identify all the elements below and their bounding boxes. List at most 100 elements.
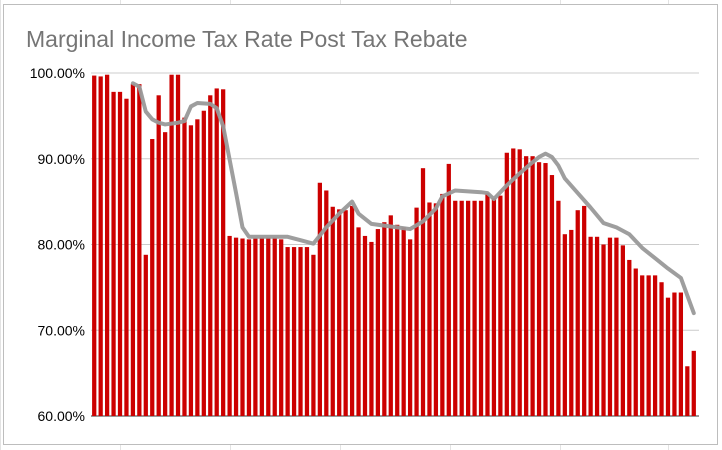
bar-81 bbox=[614, 237, 619, 416]
bar-35 bbox=[317, 182, 322, 416]
bar-36 bbox=[324, 190, 329, 416]
bar-88 bbox=[659, 282, 664, 416]
y-tick-label: 100.00% bbox=[30, 65, 85, 81]
bar-11 bbox=[163, 132, 168, 416]
bar-21 bbox=[227, 235, 232, 416]
bar-40 bbox=[349, 205, 355, 416]
bar-23 bbox=[240, 238, 245, 416]
bar-63 bbox=[498, 195, 503, 416]
bar-0 bbox=[92, 75, 97, 416]
bar-48 bbox=[401, 227, 406, 416]
bar-5 bbox=[124, 98, 129, 416]
bar-80 bbox=[607, 237, 613, 416]
bar-25 bbox=[253, 238, 258, 416]
bar-38 bbox=[337, 209, 342, 416]
bar-72 bbox=[556, 200, 561, 416]
bar-6 bbox=[130, 84, 136, 417]
bar-8 bbox=[143, 254, 148, 416]
bar-30 bbox=[285, 247, 290, 416]
bar-73 bbox=[562, 234, 567, 416]
bar-86 bbox=[646, 275, 651, 416]
bar-7 bbox=[137, 84, 142, 417]
bar-26 bbox=[259, 237, 264, 416]
bar-91 bbox=[678, 292, 684, 416]
bar-64 bbox=[504, 152, 509, 416]
bar-46 bbox=[388, 215, 393, 416]
bar-67 bbox=[524, 156, 529, 417]
bar-2 bbox=[104, 74, 110, 416]
bar-50 bbox=[414, 207, 419, 416]
bar-93 bbox=[691, 350, 696, 416]
bar-65 bbox=[511, 148, 516, 416]
bar-29 bbox=[279, 239, 284, 416]
bar-45 bbox=[382, 222, 387, 416]
bar-75 bbox=[575, 210, 580, 416]
bar-59 bbox=[472, 200, 477, 416]
chart-plot: 100.00% 90.00% 80.00% 70.00% 60.00% bbox=[30, 65, 699, 424]
bar-89 bbox=[665, 297, 671, 416]
bar-49 bbox=[407, 239, 413, 416]
bar-20 bbox=[221, 89, 226, 416]
y-tick-label: 60.00% bbox=[38, 408, 85, 424]
bar-43 bbox=[369, 241, 374, 416]
y-tick-label: 80.00% bbox=[38, 237, 85, 253]
bar-13 bbox=[175, 74, 181, 416]
bar-78 bbox=[594, 236, 600, 416]
bar-17 bbox=[201, 110, 206, 416]
bar-27 bbox=[266, 237, 271, 416]
bar-85 bbox=[640, 275, 645, 416]
bar-33 bbox=[304, 247, 310, 416]
bar-32 bbox=[298, 247, 303, 416]
bar-71 bbox=[549, 175, 555, 416]
bar-22 bbox=[233, 237, 239, 416]
trend-line bbox=[130, 81, 696, 316]
bar-19 bbox=[214, 88, 219, 416]
bar-31 bbox=[291, 247, 297, 416]
bar-84 bbox=[633, 268, 638, 416]
y-tick-label: 70.00% bbox=[38, 322, 85, 338]
bar-62 bbox=[491, 198, 497, 416]
bar-54 bbox=[440, 193, 445, 416]
bar-42 bbox=[362, 235, 368, 416]
bar-10 bbox=[156, 95, 161, 417]
bar-28 bbox=[272, 237, 277, 416]
bar-39 bbox=[343, 210, 348, 416]
bar-58 bbox=[466, 200, 471, 416]
bar-77 bbox=[588, 236, 593, 416]
bar-79 bbox=[601, 244, 606, 416]
bar-51 bbox=[420, 168, 426, 416]
bar-16 bbox=[195, 119, 200, 417]
bar-83 bbox=[627, 259, 632, 416]
bar-55 bbox=[446, 163, 451, 416]
chart-title: Marginal Income Tax Rate Post Tax Rebate bbox=[26, 26, 468, 52]
bar-74 bbox=[569, 229, 574, 416]
bar-12 bbox=[169, 74, 174, 416]
bar-69 bbox=[536, 162, 542, 416]
bar-14 bbox=[182, 117, 187, 416]
bar-15 bbox=[188, 125, 194, 417]
bar-92 bbox=[685, 366, 690, 416]
bar-53 bbox=[433, 203, 439, 416]
bar-76 bbox=[582, 205, 587, 416]
bar-82 bbox=[620, 245, 625, 416]
chart-container[interactable]: Marginal Income Tax Rate Post Tax Rebate… bbox=[3, 4, 718, 445]
bar-66 bbox=[517, 149, 522, 416]
bar-70 bbox=[543, 163, 548, 416]
bar-90 bbox=[672, 292, 677, 416]
bar-47 bbox=[395, 224, 400, 416]
bar-61 bbox=[485, 193, 490, 416]
bar-24 bbox=[246, 239, 252, 416]
bar-56 bbox=[453, 200, 458, 416]
bar-4 bbox=[117, 91, 123, 417]
bar-3 bbox=[111, 91, 116, 417]
bar-52 bbox=[427, 202, 432, 416]
bar-9 bbox=[150, 139, 155, 416]
bar-44 bbox=[375, 229, 381, 416]
bar-57 bbox=[459, 200, 464, 416]
bar-18 bbox=[208, 95, 213, 417]
bar-68 bbox=[530, 156, 535, 417]
bar-1 bbox=[98, 76, 103, 417]
bar-87 bbox=[652, 275, 658, 416]
bar-37 bbox=[330, 206, 335, 416]
bar-34 bbox=[311, 254, 316, 416]
